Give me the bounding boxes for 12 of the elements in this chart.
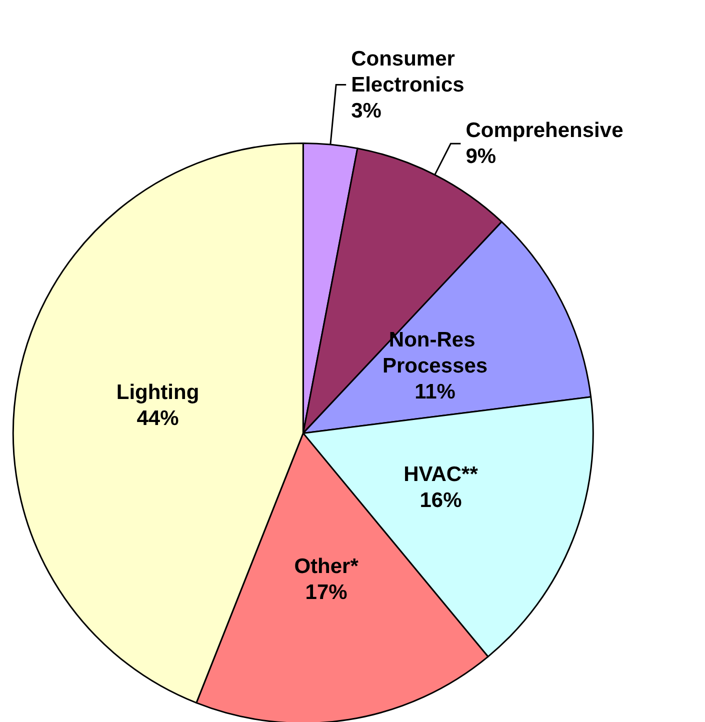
data-label: 3% [351, 99, 382, 122]
slice-label: Lighting [116, 380, 200, 404]
data-label: 16% [420, 489, 462, 512]
slice-label: Consumer Electronics [351, 47, 464, 96]
data-label: 17% [305, 580, 348, 604]
slice-label: HVAC** [404, 463, 479, 486]
slice-label: Comprehensive [466, 119, 624, 142]
data-label: 44% [136, 406, 180, 430]
data-label: 11% [414, 380, 456, 404]
slice-label: Other* [294, 554, 360, 578]
slice-label: Non-Res Processes [382, 328, 488, 378]
data-label: 9% [466, 145, 496, 168]
